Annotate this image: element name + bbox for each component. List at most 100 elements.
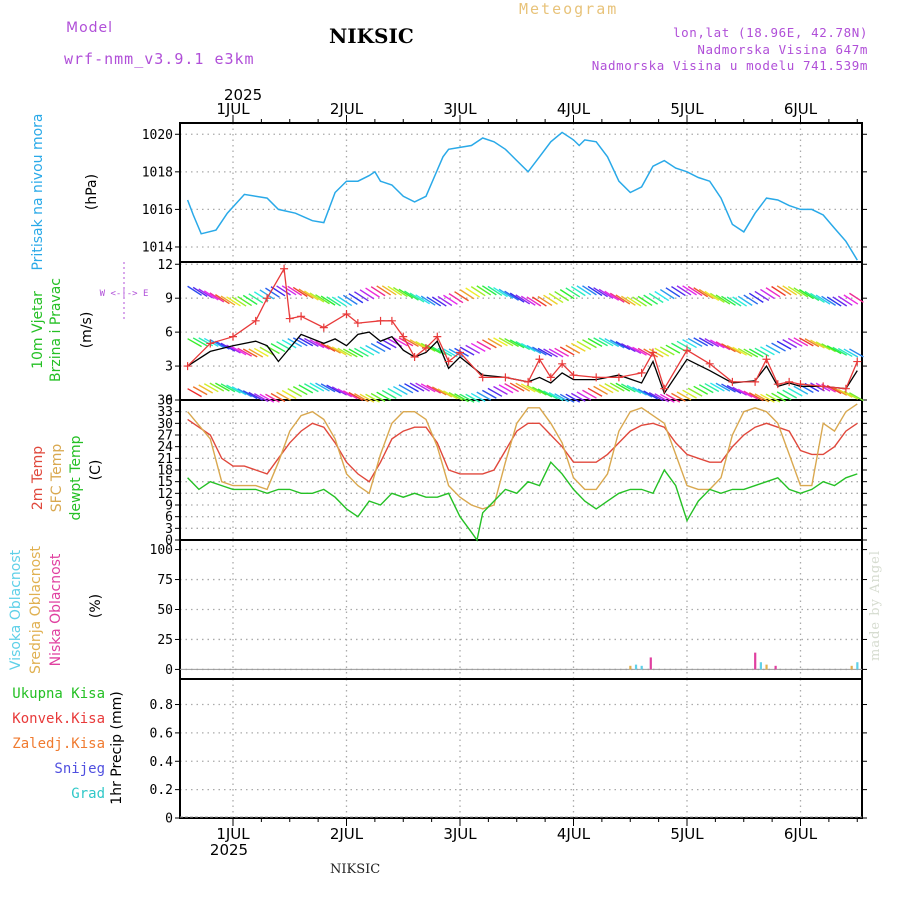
wind-gust-marker <box>614 373 623 382</box>
x-day-label-bottom: 4JUL <box>557 825 591 843</box>
precip-legend-item: Zaledj.Kisa <box>12 736 105 752</box>
wind-barb <box>787 285 803 297</box>
wind-barb <box>215 382 230 392</box>
wind-barb <box>365 287 380 298</box>
wind-barb <box>448 348 464 358</box>
wind-barb <box>771 285 786 297</box>
wind-barb <box>292 337 308 347</box>
wind-barb <box>259 393 275 403</box>
wind-barb <box>465 393 481 403</box>
wind-barb <box>226 296 241 307</box>
wind-barb <box>615 382 631 392</box>
wind-barb <box>637 388 653 398</box>
wind-barb <box>754 393 770 403</box>
y-tick-label: 1016 <box>142 203 173 218</box>
wind-barb <box>548 391 564 402</box>
wind-barb <box>393 385 408 396</box>
model-elevation: Nadmorska Visina u modelu 741.539m <box>591 58 868 73</box>
wind-barb <box>365 344 380 354</box>
wind-gust-marker <box>478 373 487 382</box>
wind-barb <box>337 295 353 307</box>
wind-barb <box>359 289 375 300</box>
wind-barb <box>648 392 664 402</box>
wind-barb <box>632 296 647 307</box>
wind-barb <box>482 339 497 349</box>
wind-barb <box>287 285 303 296</box>
wind-barb <box>409 382 425 392</box>
wind-barb <box>331 346 347 356</box>
wind-barb <box>420 342 436 352</box>
wind-barb <box>615 341 631 351</box>
y-unit-pressure: (hPa) <box>84 174 100 210</box>
wind-barb <box>754 347 770 357</box>
wind-barb <box>376 391 392 401</box>
wind-barb <box>281 339 297 349</box>
wind-barb <box>237 388 252 398</box>
wind-barb <box>481 285 497 296</box>
wind-barb <box>493 287 508 298</box>
wind-gust-marker <box>376 316 385 325</box>
wind-barb <box>459 289 475 300</box>
wind-barb <box>554 347 570 357</box>
cloud-high-bar <box>759 662 762 670</box>
footer-station: NIKSIC <box>330 862 381 877</box>
wind-barb <box>231 386 247 396</box>
cloud-high-bar <box>634 664 638 670</box>
wind-barb <box>342 294 358 305</box>
wind-barb <box>487 285 503 297</box>
x-year-top: 2025 <box>224 86 262 104</box>
cloud-mid-bar <box>765 664 768 670</box>
wind-barb <box>582 339 597 349</box>
wind-barb <box>748 348 764 358</box>
wind-barb <box>431 346 447 356</box>
wind-barb <box>832 386 848 396</box>
wind-barb <box>654 290 670 302</box>
wind-barb <box>665 393 681 403</box>
wind-barb <box>498 384 514 394</box>
wind-barb <box>203 337 219 347</box>
wind-barb <box>192 337 208 347</box>
wind-barb <box>409 339 425 349</box>
wind-barb <box>315 294 330 305</box>
wind-barb <box>309 339 325 349</box>
wind-barb <box>715 341 731 351</box>
wind-barb <box>426 384 442 394</box>
wind-gust-marker <box>660 384 669 393</box>
wind-barb <box>626 384 642 394</box>
wind-barb <box>782 389 798 399</box>
wind-barb <box>593 287 608 298</box>
wind-gust-marker <box>285 314 294 323</box>
wind-barb <box>776 340 792 350</box>
temp-sfc-line <box>187 403 858 510</box>
wind-barb <box>721 383 736 393</box>
wind-barb <box>782 285 798 296</box>
wind-gust-marker <box>353 319 362 328</box>
wind-gust-marker <box>558 359 567 368</box>
wind-barb <box>192 386 208 396</box>
wind-barb <box>231 346 247 356</box>
wind-barb <box>459 393 475 403</box>
y-label-temp-2m: 2m Temp <box>30 446 46 510</box>
wind-barb <box>320 295 336 306</box>
wind-barb <box>726 344 742 355</box>
wind-barb <box>437 295 453 307</box>
wind-barb <box>387 285 403 296</box>
wind-barb <box>404 337 419 348</box>
wind-barb <box>370 392 386 403</box>
wind-barb <box>253 347 269 357</box>
wind-barb <box>793 287 809 298</box>
wind-barb <box>570 286 586 297</box>
wind-barb <box>270 343 286 353</box>
wind-barb <box>248 293 264 304</box>
chart-title: NIKSIC <box>329 24 414 48</box>
wind-barb <box>431 386 447 396</box>
x-day-label-top: 5JUL <box>670 100 704 118</box>
wind-gust-marker <box>319 323 328 332</box>
wind-barb <box>576 285 592 296</box>
y-tick-label: 3 <box>165 360 173 375</box>
wind-barb <box>215 340 230 350</box>
cloud-mid-bar <box>629 665 632 670</box>
wind-barb <box>237 347 252 357</box>
wind-barb <box>431 296 447 307</box>
